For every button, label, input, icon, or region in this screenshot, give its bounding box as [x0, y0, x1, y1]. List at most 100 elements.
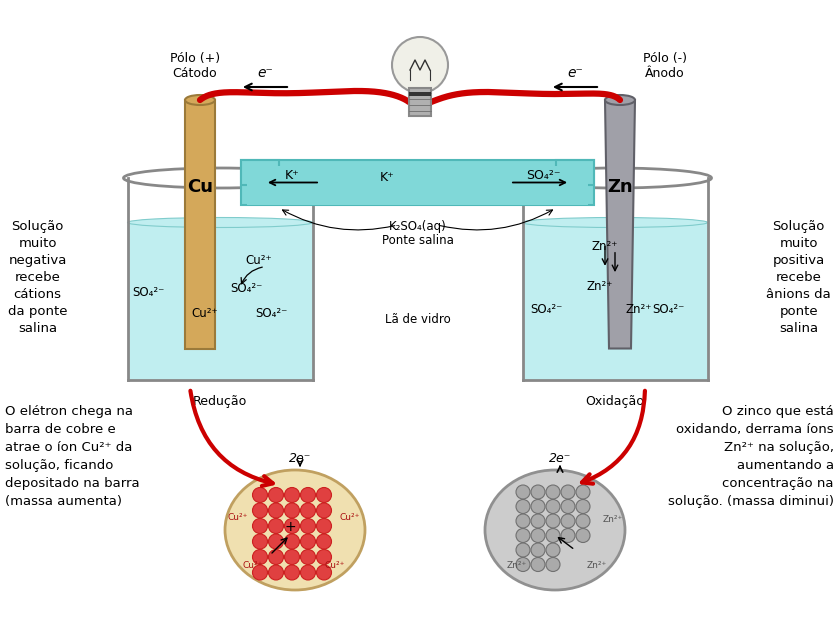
Ellipse shape — [392, 37, 448, 93]
Text: O elétron chega na
barra de cobre e
atrae o íon Cu²⁺ da
solução, ficando
deposit: O elétron chega na barra de cobre e atra… — [5, 405, 139, 508]
Text: SO₄²⁻: SO₄²⁻ — [230, 282, 263, 295]
Bar — [523, 223, 707, 380]
Bar — [128, 223, 312, 380]
Text: +: + — [284, 520, 296, 534]
Text: Cu²⁺: Cu²⁺ — [325, 561, 345, 570]
Circle shape — [516, 514, 530, 528]
Text: Cu²⁺: Cu²⁺ — [191, 307, 218, 320]
Text: Pólo (-)
Ânodo: Pólo (-) Ânodo — [643, 52, 687, 80]
Text: e⁻: e⁻ — [257, 66, 273, 80]
Text: Ponte salina: Ponte salina — [382, 234, 453, 247]
Circle shape — [316, 534, 331, 549]
Text: SO₄²⁻: SO₄²⁻ — [530, 303, 563, 316]
Circle shape — [561, 528, 575, 542]
Circle shape — [300, 550, 315, 564]
Text: Cu²⁺: Cu²⁺ — [228, 513, 248, 522]
Circle shape — [546, 528, 560, 542]
Text: Lã de vidro: Lã de vidro — [384, 313, 451, 326]
Ellipse shape — [225, 470, 365, 590]
Text: K⁺: K⁺ — [380, 171, 395, 184]
Ellipse shape — [523, 218, 707, 228]
Circle shape — [300, 518, 315, 533]
Circle shape — [268, 550, 284, 564]
Circle shape — [300, 565, 315, 580]
Text: Zn²⁺: Zn²⁺ — [586, 280, 613, 292]
Bar — [241, 160, 279, 185]
Circle shape — [546, 557, 560, 572]
Circle shape — [300, 487, 315, 503]
Circle shape — [531, 485, 545, 499]
Text: Oxidação: Oxidação — [586, 395, 644, 408]
Circle shape — [531, 543, 545, 557]
Text: SO₄²⁻: SO₄²⁻ — [255, 307, 288, 320]
Circle shape — [531, 557, 545, 572]
Circle shape — [268, 518, 284, 533]
Circle shape — [576, 485, 590, 499]
Text: K⁺: K⁺ — [284, 169, 300, 182]
Circle shape — [561, 514, 575, 528]
Circle shape — [253, 534, 268, 549]
Bar — [247, 166, 588, 205]
Circle shape — [516, 528, 530, 542]
Circle shape — [546, 499, 560, 513]
Text: Cu²⁺: Cu²⁺ — [245, 255, 272, 267]
Circle shape — [316, 565, 331, 580]
Circle shape — [516, 499, 530, 513]
Circle shape — [316, 487, 331, 503]
Circle shape — [531, 499, 545, 513]
Bar — [409, 92, 431, 96]
Bar — [409, 88, 431, 116]
Ellipse shape — [185, 95, 215, 105]
Text: SO₄²⁻: SO₄²⁻ — [133, 286, 165, 299]
Ellipse shape — [605, 95, 635, 105]
Circle shape — [531, 514, 545, 528]
Text: O zinco que está
oxidando, derrama íons
Zn²⁺ na solução,
aumentando a
concentraç: O zinco que está oxidando, derrama íons … — [668, 405, 834, 508]
Bar — [185, 100, 215, 348]
Circle shape — [284, 487, 300, 503]
Circle shape — [316, 550, 331, 564]
Text: Cu²⁺: Cu²⁺ — [242, 561, 263, 570]
Circle shape — [268, 534, 284, 549]
Circle shape — [284, 503, 300, 518]
Text: Redução: Redução — [193, 395, 248, 408]
Circle shape — [253, 487, 268, 503]
Circle shape — [268, 565, 284, 580]
Circle shape — [561, 499, 575, 513]
Text: Zn²⁺: Zn²⁺ — [625, 303, 651, 316]
Circle shape — [316, 503, 331, 518]
Text: Zn²⁺: Zn²⁺ — [586, 561, 607, 570]
Circle shape — [576, 514, 590, 528]
Circle shape — [268, 487, 284, 503]
Circle shape — [561, 485, 575, 499]
Circle shape — [268, 503, 284, 518]
Bar — [556, 160, 594, 185]
Circle shape — [300, 503, 315, 518]
Circle shape — [531, 528, 545, 542]
Text: SO₄²⁻: SO₄²⁻ — [653, 303, 685, 316]
Text: Cu²⁺: Cu²⁺ — [340, 513, 360, 522]
Text: Solução
muito
negativa
recebe
cátions
da ponte
salina: Solução muito negativa recebe cátions da… — [8, 220, 67, 335]
Circle shape — [253, 565, 268, 580]
Text: 2e⁻: 2e⁻ — [549, 452, 571, 464]
Text: Zn²⁺: Zn²⁺ — [507, 561, 527, 570]
Text: SO₄²⁻: SO₄²⁻ — [526, 169, 560, 182]
Circle shape — [284, 550, 300, 564]
Circle shape — [576, 499, 590, 513]
Circle shape — [516, 543, 530, 557]
Text: K₂SO₄(aq): K₂SO₄(aq) — [388, 220, 446, 233]
Ellipse shape — [128, 218, 312, 228]
Polygon shape — [605, 100, 635, 348]
Circle shape — [516, 557, 530, 572]
Circle shape — [284, 518, 300, 533]
Text: Cu: Cu — [187, 178, 213, 196]
Text: e⁻: e⁻ — [567, 66, 583, 80]
Circle shape — [546, 485, 560, 499]
Circle shape — [284, 565, 300, 580]
Circle shape — [253, 550, 268, 564]
Text: Zn: Zn — [607, 178, 633, 196]
Circle shape — [546, 543, 560, 557]
Circle shape — [546, 514, 560, 528]
Text: Zn²⁺: Zn²⁺ — [603, 515, 623, 524]
Ellipse shape — [485, 470, 625, 590]
Circle shape — [253, 503, 268, 518]
